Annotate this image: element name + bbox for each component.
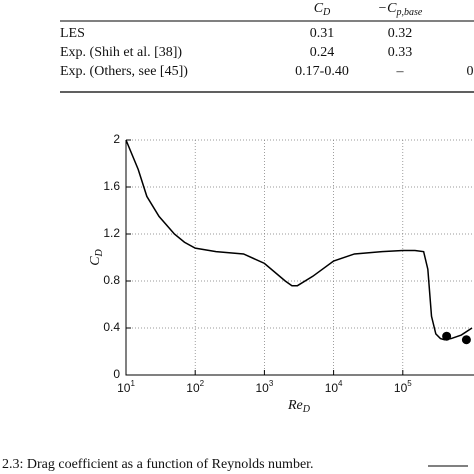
row-label: Exp. (Others, see [45]) [60,64,188,79]
x-tick-label: 104 [325,379,343,395]
data-point [461,335,471,345]
table-header-base: C [314,1,324,16]
x-axis-label: ReD [287,398,311,415]
x-tick-label: 102 [186,379,204,395]
axis [125,140,474,376]
x-tick-base: 10 [325,381,339,395]
table-cell: 0.24 [310,45,335,60]
x-axis-label-sub: D [302,404,311,415]
row-label: Exp. (Shih et al. [38]) [60,45,182,60]
x-tick-exp: 1 [130,379,135,388]
y-axis-label-base: C [88,256,103,266]
y-tick-label: 0 [113,367,120,381]
y-axis-label-sub: D [94,248,105,257]
table-cell: 0 [467,64,474,79]
x-tick-exp: 5 [407,379,412,388]
row-label: LES [60,26,85,41]
table-cell: – [396,64,405,79]
y-tick-label: 0.4 [103,320,120,334]
table-header: CD [314,1,331,18]
x-tick-exp: 3 [269,379,274,388]
table-header: −Cp,base [378,1,423,18]
data-line [125,139,473,341]
x-tick-exp: 2 [200,379,205,388]
x-tick-label: 101 [117,379,135,395]
table-header-sub: p,base [395,7,422,18]
x-tick-exp: 4 [338,379,343,388]
x-tick-base: 10 [117,381,131,395]
table-cell: 0.31 [310,26,335,41]
table-header-sub: D [322,7,331,18]
x-tick-base: 10 [186,381,200,395]
table-header-base: −C [378,1,397,16]
x-tick-base: 10 [255,381,269,395]
table-cell: 0.33 [388,45,413,60]
y-tick-label: 2 [113,132,120,146]
x-axis-label-base: Re [287,398,303,413]
table-cell: 0.17-0.40 [295,64,349,79]
data-point [442,331,452,341]
caption: 2.3: Drag coefficient as a function of R… [2,457,314,472]
table-cell: 0.32 [388,26,413,41]
y-tick-label: 1.2 [103,226,120,240]
x-tick-base: 10 [394,381,408,395]
y-tick-label: 0.8 [103,273,120,287]
y-axis-label: CD [88,248,105,265]
y-tick-label: 1.6 [103,179,120,193]
x-tick-label: 105 [394,379,412,395]
x-tick-label: 103 [255,379,273,395]
